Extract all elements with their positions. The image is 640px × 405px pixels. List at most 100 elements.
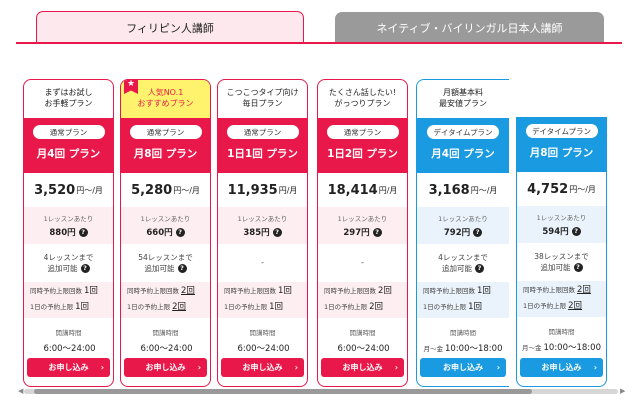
class-hours: 開講時間 6:00〜24:00 [121,318,210,362]
per-lesson-label: 1レッスンあたり [536,214,587,222]
plan-head: まずはお試し お手軽プラン [24,80,113,118]
daily-limit-value: 2回 [568,301,583,311]
help-icon[interactable]: ? [272,227,282,237]
per-lesson: 1レッスンあたり 385円? [218,207,307,244]
chevron-right-icon: › [496,363,500,372]
plan-card-popular: ★ 人気NO.1 おすすめプラン 通常プラン 月8回 プラン 5,280 円〜/月… [120,79,211,387]
class-hours: 開講時間 6:00〜24:00 [318,318,407,362]
price-amount: 3,168 [428,182,470,198]
plan-name: 月8回 プラン [529,147,594,159]
price-unit: 円〜/月 [173,185,200,195]
plan-catch-line-1: 月額基本料 [443,88,483,98]
instructor-tabs: フィリピン人講師 ネイティブ・バイリンガル日本人講師 [36,11,604,43]
class-hours-value: 6:00〜24:00 [140,343,193,354]
reservation-limits: 同時予約上限回数 1回 1日の予約上限 1回 [417,282,509,318]
class-hours-value: 6:00〜24:00 [237,343,290,354]
class-hours-value: 6:00〜24:00 [43,343,96,354]
class-hours-value: 6:00〜24:00 [337,343,390,354]
plan-catch-line-2: 最安値プラン [439,99,487,108]
plan-name: 月4回 プラン [36,148,101,160]
tab-filipino-instructors[interactable]: フィリピン人講師 [36,11,304,43]
concurrent-limit-value: 1回 [84,286,98,297]
plan-card-daytime-4: 月額基本料 最安値プラン デイタイムプラン 月4回 プラン 3,168 円〜/月 … [416,79,509,387]
plan-type-badge: 通常プラン [129,125,202,139]
plan-card-intensive: たくさん話したい! がっつりプラン 通常プラン 1日2回 プラン 18,414 円… [317,79,408,387]
daily-limit-label: 1日の予約上限 [30,303,74,311]
extra-lessons-line-2: 追加可能 [47,264,78,273]
price-amount: 11,935 [227,182,278,198]
plan-price: 3,168 円〜/月 [417,171,509,207]
help-icon[interactable]: ? [175,227,185,237]
plan-type-badge: デイタイムプラン [525,124,598,138]
per-lesson-label: 1レッスンあたり [43,215,94,223]
price-unit: 円/月 [378,185,398,195]
class-hours: 開講時間 6:00〜24:00 [24,318,113,362]
apply-button-label: お申し込み [48,363,89,372]
help-icon[interactable]: ? [372,227,382,237]
daily-limit-label: 1日の予約上限 [224,303,268,311]
chevron-right-icon: › [294,363,298,372]
apply-button-label: お申し込み [145,363,186,372]
help-icon[interactable]: ? [571,226,581,236]
extra-lessons: - [218,244,307,282]
plan-type-badge: 通常プラン [32,125,105,139]
concurrent-limit-label: 同時予約上限回数 [324,287,376,296]
extra-lessons-line-1: 4レッスンまで [438,252,488,262]
class-hours-label: 開講時間 [450,328,476,337]
daily-limit-label: 1日の予約上限 [523,302,567,310]
chevron-right-icon: › [394,363,398,372]
extra-lessons: 4レッスンまで 追加可能? [417,244,509,282]
plan-card-trial: まずはお試し お手軽プラン 通常プラン 月4回 プラン 3,520 円〜/月 1レ… [23,79,114,387]
scrollbar-thumb[interactable] [34,389,532,394]
extra-lessons-line-1: - [361,258,364,268]
help-icon[interactable]: ? [80,264,90,274]
apply-button[interactable]: お申し込み › [27,358,110,377]
help-icon[interactable]: ? [78,227,88,237]
help-icon[interactable]: ? [475,264,484,274]
daily-limit-value: 2回 [172,302,187,312]
apply-button[interactable]: お申し込み › [520,358,603,377]
apply-button[interactable]: お申し込み › [321,358,404,377]
extra-lessons-line-2: 追加可能 [442,264,472,273]
daily-limit-value: 1回 [269,302,284,312]
help-icon[interactable]: ? [573,263,583,273]
price-amount: 3,520 [34,182,76,198]
per-lesson-value: 880円 [49,228,76,238]
help-icon[interactable]: ? [177,264,187,274]
per-lesson-value: 594円 [542,227,569,237]
plan-type-badge: デイタイムプラン [427,125,499,139]
class-hours-label: 開講時間 [55,328,82,337]
reservation-limits: 同時予約上限回数 2回 1日の予約上限 2回 [318,282,407,318]
apply-button[interactable]: お申し込み › [124,358,207,377]
extra-lessons: 54レッスンまで 追加可能? [121,244,210,282]
per-lesson-label: 1レッスンあたり [237,215,288,223]
plan-catch-line-1: 人気NO.1 [147,88,184,98]
scroll-left-icon[interactable]: ◀ [18,387,24,395]
extra-lessons-line-1: 38レッスンまで [534,251,589,261]
apply-button[interactable]: お申し込み › [221,358,304,377]
tab-native-bilingual-japanese-instructors[interactable]: ネイティブ・バイリンガル日本人講師 [335,12,604,43]
apply-button-label: お申し込み [443,363,483,372]
concurrent-limit-value: 1回 [477,286,491,297]
scroll-right-icon[interactable]: ▶ [620,387,626,395]
star-ribbon-icon: ★ [124,80,138,94]
plan-catch-line-1: まずはお試し [44,88,93,98]
plan-type-badge: 通常プラン [326,125,399,139]
apply-button-label: お申し込み [342,363,383,372]
plan-price: 18,414 円/月 [318,171,407,207]
plan-catch-line-2: 毎日プラン [242,99,283,108]
plan-name: 1日2回 プラン [327,148,398,160]
help-icon[interactable]: ? [473,227,483,237]
daily-limit-value: 2回 [369,302,384,312]
plan-catch-line-2: お手軽プラン [44,99,93,108]
per-lesson: 1レッスンあたり 880円? [24,207,113,244]
reservation-limits: 同時予約上限回数 1回 1日の予約上限 1回 [24,282,113,318]
per-lesson-label: 1レッスンあたり [337,215,388,223]
plan-name: 月8回 プラン [133,148,198,160]
plan-band: 通常プラン 1日2回 プラン [318,118,407,171]
apply-button-label: お申し込み [541,363,582,372]
apply-button[interactable]: お申し込み › [420,358,506,377]
concurrent-limit-label: 同時予約上限回数 [127,287,179,296]
price-amount: 5,280 [131,182,173,198]
